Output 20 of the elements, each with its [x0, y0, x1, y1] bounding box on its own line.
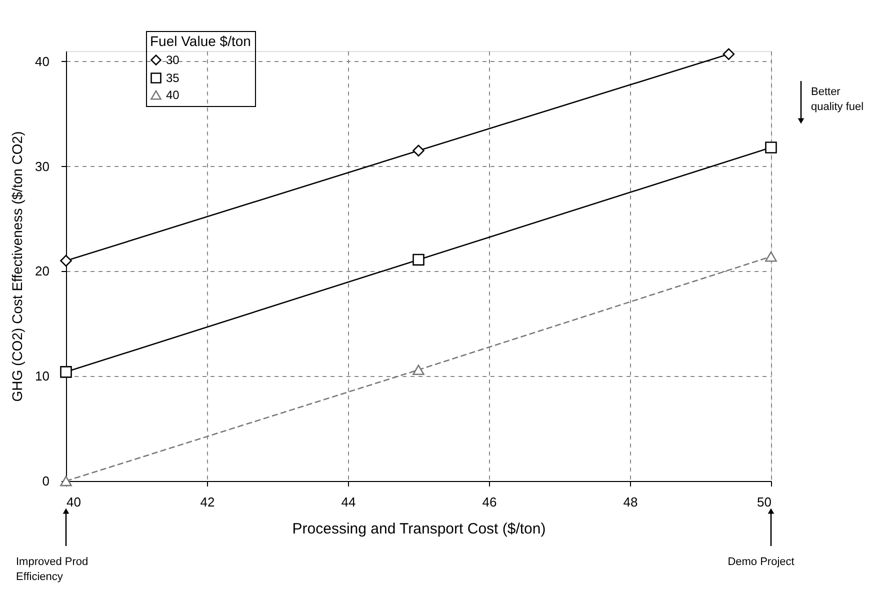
x-tick-label: 42 — [200, 494, 215, 510]
x-tick-label: 48 — [623, 494, 638, 510]
y-tick-label: 0 — [42, 474, 50, 488]
y-tick-label: 40 — [35, 54, 50, 69]
legend-title: Fuel Value $/ton — [150, 33, 251, 49]
legend-label: 35 — [166, 71, 180, 85]
x-tick-label: 50 — [757, 494, 772, 510]
legend-label: 30 — [166, 53, 180, 67]
x-tick-label: 44 — [341, 494, 356, 510]
y-tick-label: 10 — [35, 368, 50, 384]
y-tick-label: 20 — [35, 264, 50, 279]
x-tick-label: 40 — [66, 494, 81, 510]
y-tick-label: 30 — [35, 158, 50, 174]
x-axis-title: Processing and Transport Cost ($/ton) — [292, 520, 546, 538]
text: Better quality fuel — [811, 86, 864, 113]
legend-label: 40 — [166, 88, 180, 102]
y-axis-title: GHG (CO2) Cost Effectiveness ($/ton CO2) — [9, 131, 26, 402]
text: Improved Prod Efficiency — [16, 556, 88, 583]
text: Demo Project — [728, 556, 794, 568]
x-tick-label: 46 — [482, 494, 497, 510]
